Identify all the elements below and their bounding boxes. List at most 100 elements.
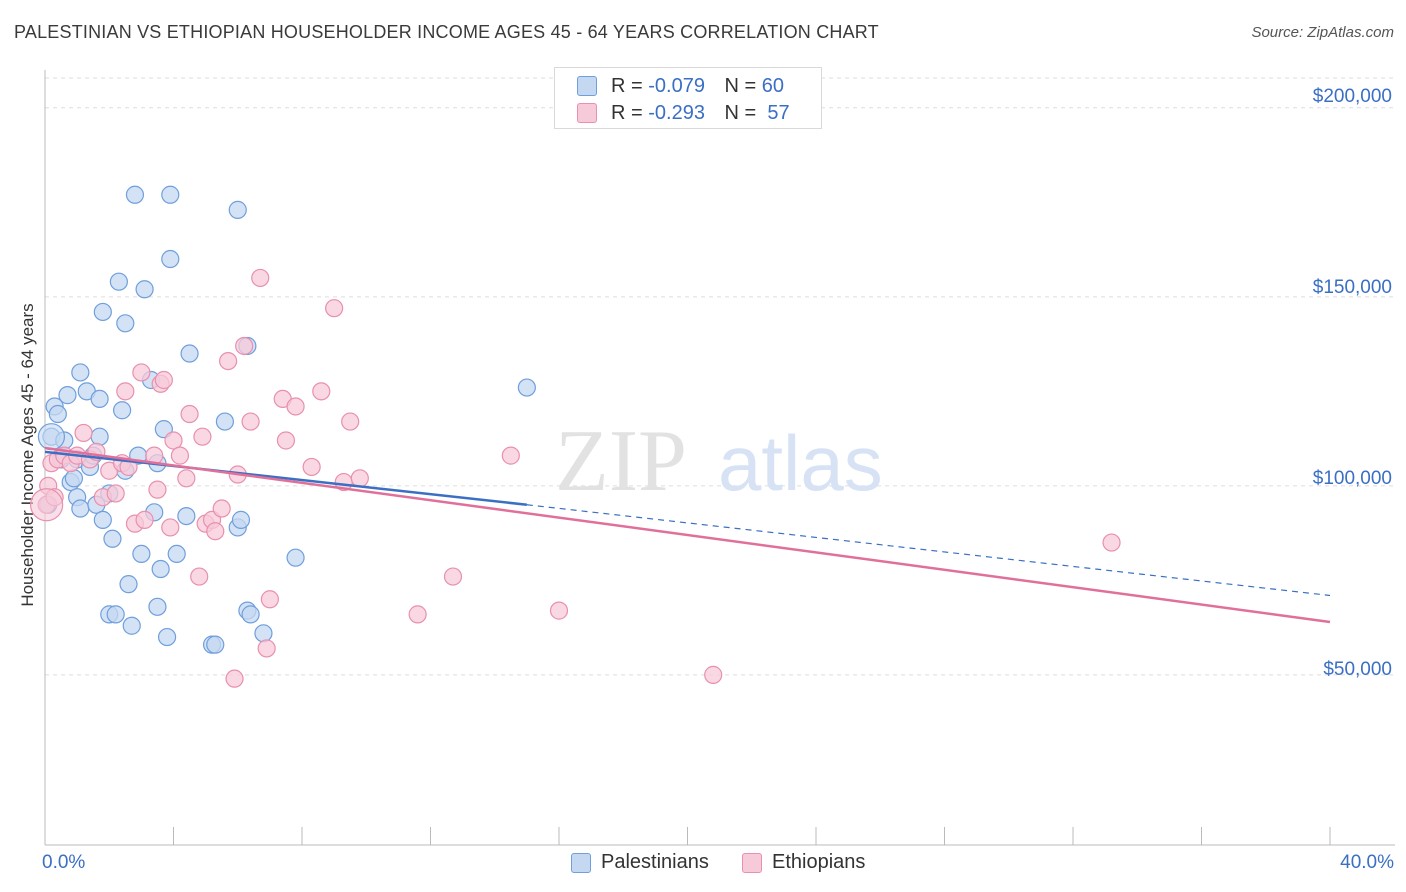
palestinian-point (231, 510, 251, 529)
ethiopian-point (190, 567, 209, 586)
palestinian-trend-extension (526, 504, 1331, 597)
chart-title: PALESTINIAN VS ETHIOPIAN HOUSEHOLDER INC… (14, 22, 879, 42)
legend-row-palestinians: R = -0.079 N = 60 (577, 73, 784, 99)
palestinian-point (93, 302, 112, 322)
legend-item-palestinians: Palestinians (571, 851, 709, 874)
palestinian-point (151, 559, 170, 579)
palestinian-point (135, 280, 154, 299)
legend-swatch-pink (577, 103, 597, 123)
ethiopian-point (164, 431, 183, 450)
ethiopian-point (251, 268, 270, 288)
ethiopian-point (180, 404, 199, 424)
ethiopian-point (219, 351, 238, 371)
watermark-atlas: atlas (718, 419, 883, 507)
legend-label: Ethiopians (772, 851, 866, 873)
stats-legend: R = -0.079 N = 60 R = -0.293 N = 57 (554, 67, 822, 129)
palestinian-point (132, 544, 151, 564)
legend-swatch-blue (577, 76, 597, 96)
legend-r-label: R = (611, 101, 643, 124)
ethiopian-point (106, 484, 125, 503)
ethiopian-point (501, 446, 520, 465)
legend-row-ethiopians: R = -0.293 N = 57 (577, 100, 790, 126)
ethiopian-point (260, 590, 279, 609)
ethiopian-point (408, 605, 427, 624)
legend-r-value: -0.293 (648, 101, 705, 124)
ethiopian-point (177, 469, 196, 488)
palestinian-point (161, 185, 180, 204)
watermark-zip: ZIP (555, 413, 687, 510)
ethiopian-point (148, 480, 167, 499)
ethiopian-point (257, 639, 276, 658)
ethiopian-point (116, 382, 135, 401)
source-label: Source: ZipAtlas.com (1251, 24, 1394, 41)
ethiopian-point (286, 397, 305, 416)
ethiopian-point (30, 488, 64, 522)
ethiopian-point (341, 412, 360, 431)
ethiopian-point (704, 665, 723, 684)
palestinian-point (37, 423, 66, 451)
ethiopian-point (312, 382, 331, 401)
ethiopian-point (325, 299, 344, 318)
ethiopian-point (350, 469, 369, 488)
ethiopian-point (225, 669, 244, 688)
legend-swatch-blue (571, 852, 591, 873)
ethiopian-point (170, 446, 190, 465)
palestinian-point (122, 616, 141, 635)
ethiopian-point (1102, 533, 1121, 552)
palestinian-point (48, 404, 67, 424)
ethiopian-point (193, 427, 212, 446)
palestinian-point (517, 378, 536, 397)
ethiopian-point (212, 499, 231, 518)
palestinian-point (215, 412, 234, 431)
y-tick-label: $150,000 (1312, 277, 1392, 298)
palestinian-point (125, 185, 145, 204)
palestinian-point (116, 314, 135, 333)
palestinian-point (177, 506, 196, 526)
ethiopian-point (241, 412, 260, 431)
y-tick-label: $50,000 (1323, 659, 1392, 680)
palestinian-point (167, 544, 186, 564)
palestinian-point (157, 627, 177, 647)
legend-r-label: R = (611, 74, 643, 97)
x-tick-label-max: 40.0% (1340, 852, 1394, 873)
palestinian-point (106, 605, 125, 624)
palestinian-point (161, 249, 180, 269)
legend-item-ethiopians: Ethiopians (742, 851, 865, 874)
ethiopian-point (135, 510, 154, 529)
ethiopian-point (161, 518, 180, 537)
y-tick-label: $100,000 (1312, 468, 1392, 489)
palestinian-point (93, 510, 112, 529)
palestinian-point (109, 272, 128, 291)
palestinian-point (254, 624, 273, 643)
palestinian-point (180, 344, 199, 363)
legend-n-label: N = (724, 74, 757, 97)
palestinian-point (286, 548, 305, 567)
palestinian-point (71, 499, 90, 518)
ethiopian-point (235, 336, 254, 356)
ethiopian-point (74, 423, 93, 443)
legend-label: Palestinians (601, 851, 709, 873)
legend-n-value: 57 (767, 101, 790, 124)
palestinian-point (206, 635, 225, 654)
palestinian-point (58, 386, 77, 405)
legend-n-value: 60 (761, 74, 785, 97)
palestinian-point (90, 389, 109, 409)
palestinian-point (64, 469, 84, 488)
ethiopian-point (154, 370, 173, 390)
y-tick-label: $200,000 (1312, 86, 1392, 107)
ethiopian-point (549, 601, 569, 620)
ethiopian-point (132, 363, 151, 382)
legend-swatch-pink (742, 852, 762, 873)
legend-n-label: N = (724, 101, 757, 124)
palestinian-point (148, 597, 167, 616)
palestinian-point (241, 605, 260, 624)
ethiopian-trend-line (44, 446, 1331, 624)
palestinian-trend-line (44, 450, 528, 506)
ethiopian-point (302, 457, 321, 477)
legend-r-value: -0.079 (648, 74, 705, 97)
ethiopian-point (443, 567, 463, 586)
palestinian-point (119, 575, 138, 594)
series-legend: Palestinians Ethiopians (0, 851, 1406, 877)
ethiopian-point (276, 431, 296, 450)
